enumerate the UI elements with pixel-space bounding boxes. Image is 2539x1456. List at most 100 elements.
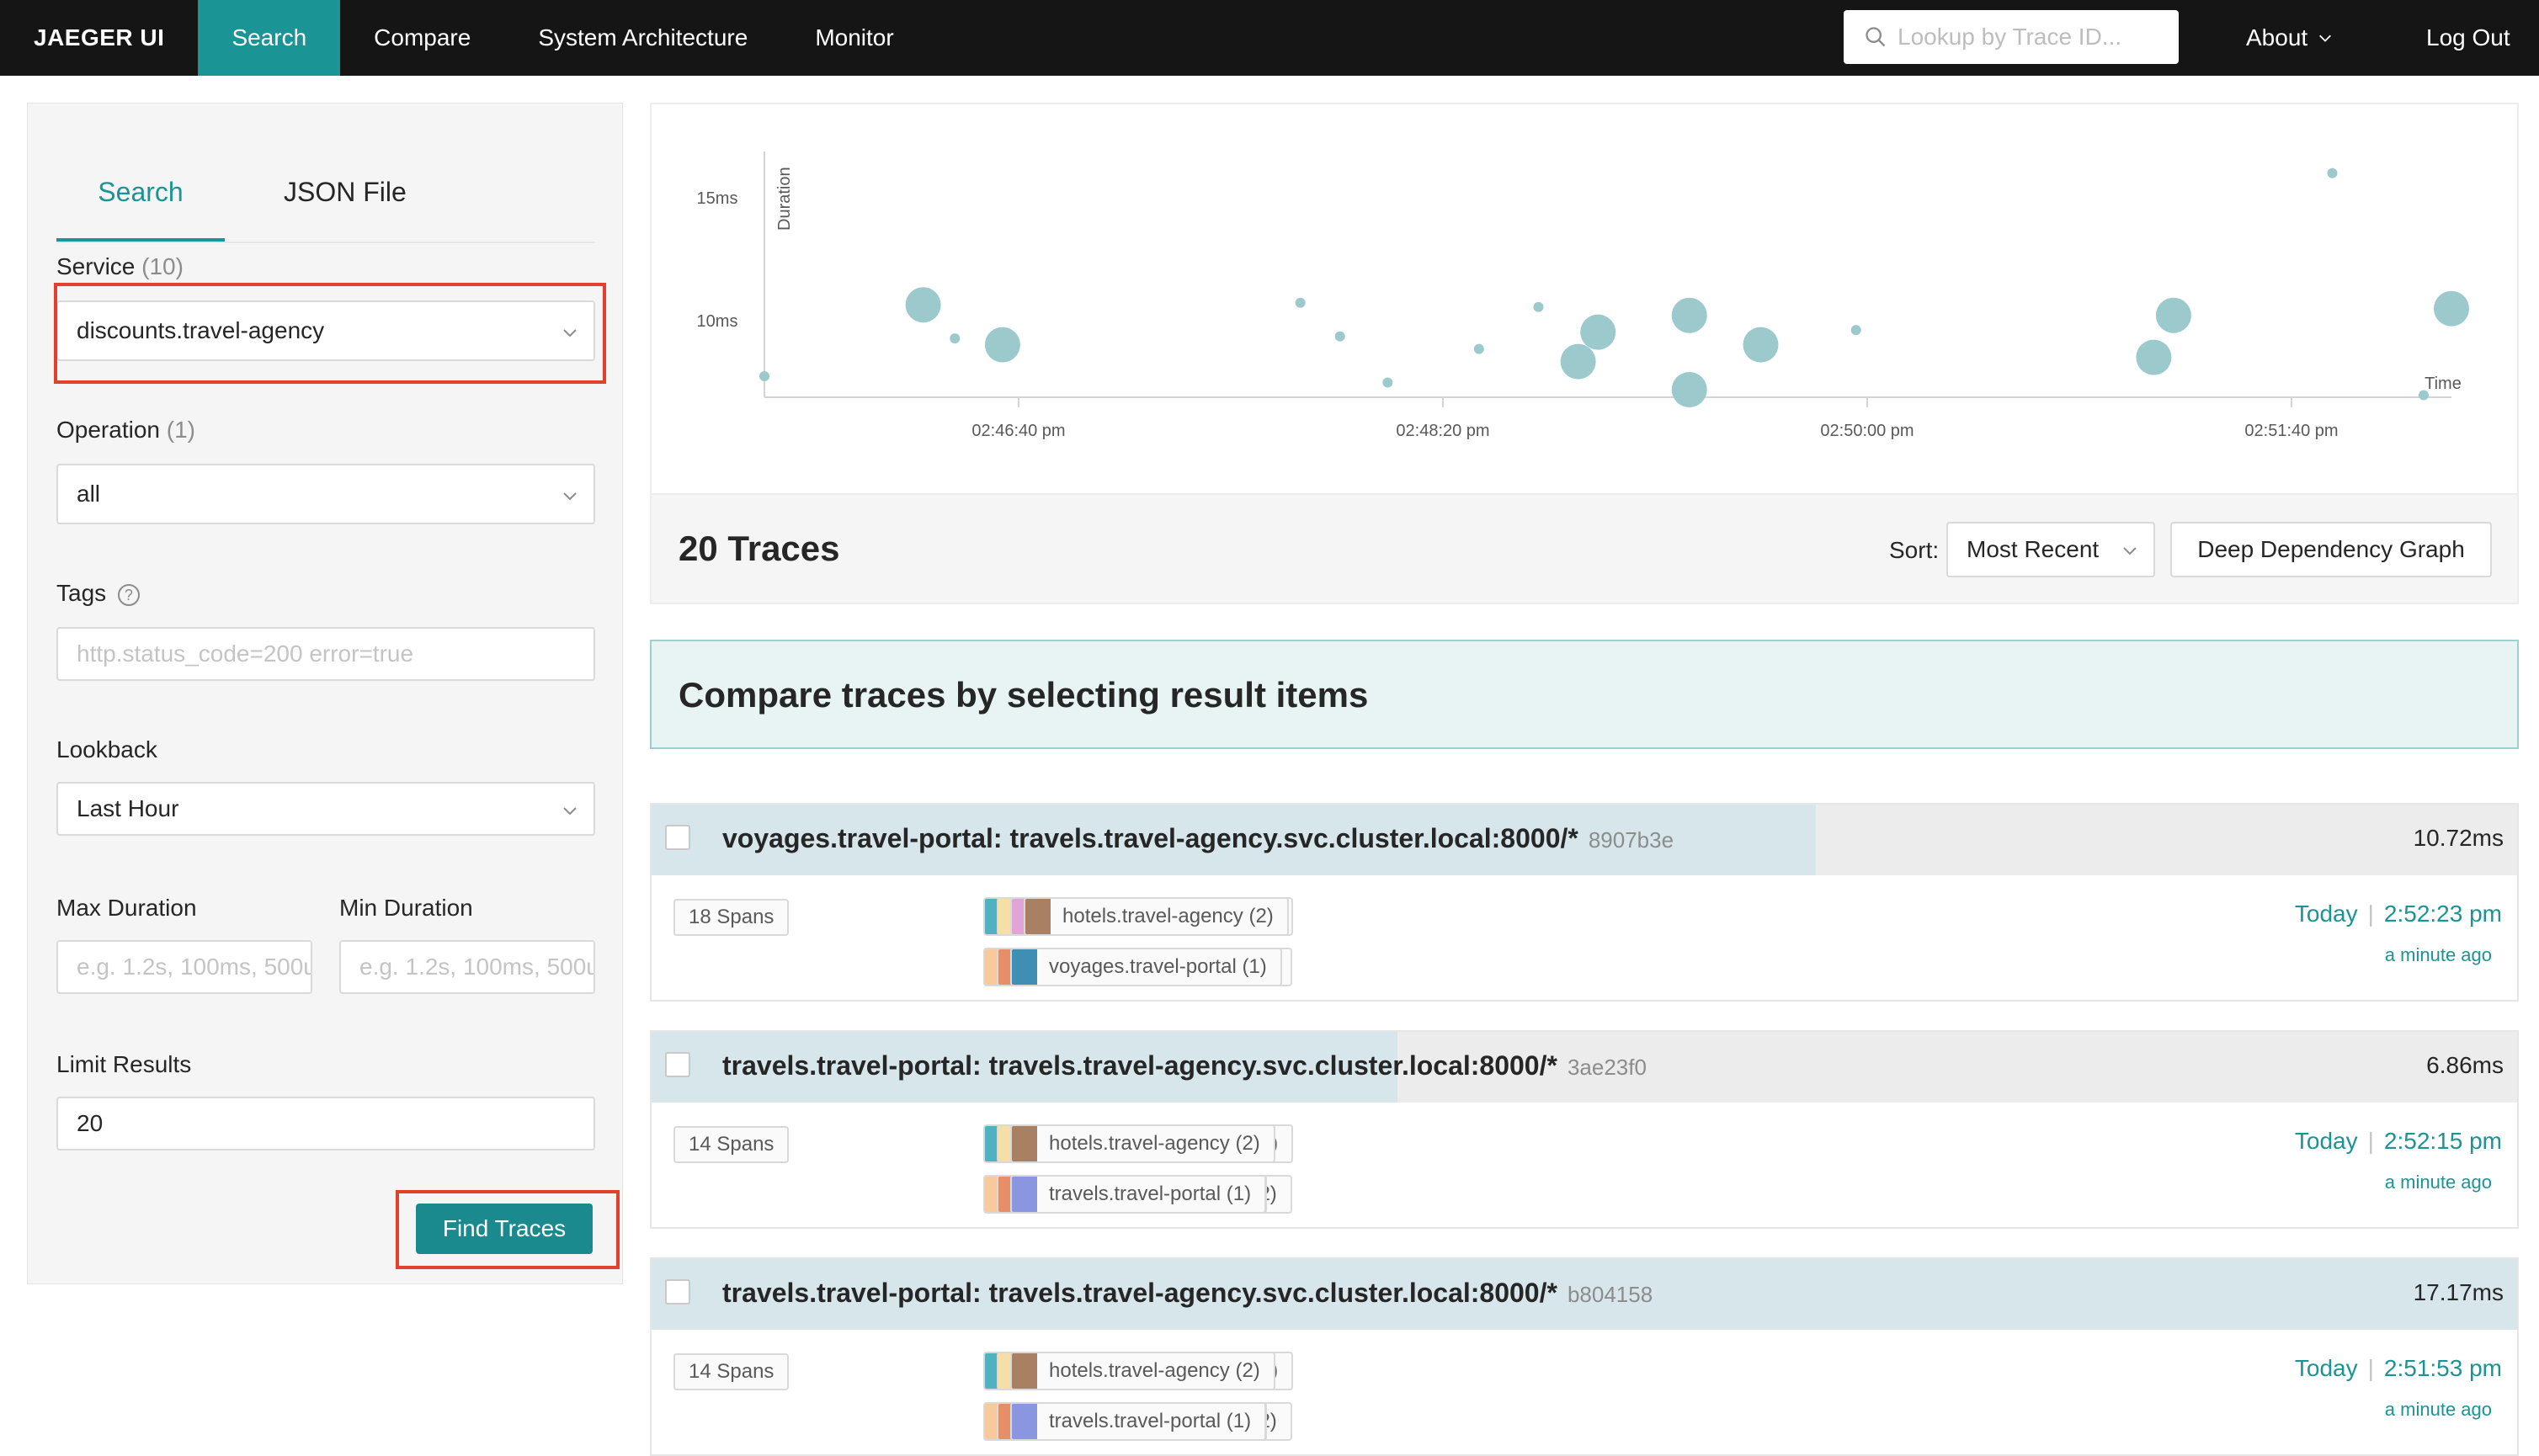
y-axis-label: Duration bbox=[775, 167, 794, 231]
scatter-point[interactable] bbox=[2155, 297, 2191, 333]
trace-day: Today bbox=[2294, 1355, 2358, 1381]
max-duration-input[interactable] bbox=[56, 940, 312, 994]
trace-title[interactable]: travels.travel-portal: travels.travel-ag… bbox=[722, 1050, 1647, 1081]
trace-duration: 17.17ms bbox=[2413, 1279, 2504, 1305]
tags-input[interactable] bbox=[56, 627, 595, 681]
scatter-points bbox=[759, 167, 2469, 407]
results-header: 20 Traces Sort: Most Recent Deep Depende… bbox=[650, 495, 2519, 604]
trace-header[interactable]: travels.travel-portal: travels.travel-ag… bbox=[652, 1032, 2517, 1103]
scatter-point[interactable] bbox=[1295, 297, 1306, 308]
trace-day: Today bbox=[2294, 1128, 2358, 1154]
lookback-select[interactable]: Last Hour bbox=[56, 782, 595, 836]
min-duration-input[interactable] bbox=[339, 940, 595, 994]
scatter-point[interactable] bbox=[1671, 372, 1707, 407]
nav-search[interactable]: Search bbox=[198, 0, 341, 76]
trace-time: 2:52:23 pm bbox=[2383, 901, 2502, 927]
trace-select-checkbox[interactable] bbox=[665, 825, 690, 850]
chevron-down-icon bbox=[563, 807, 577, 816]
scatter-point[interactable] bbox=[1382, 377, 1393, 388]
divider: | bbox=[2367, 1128, 2374, 1154]
x-tick-label: 02:48:20 pm bbox=[1396, 422, 1489, 440]
chevron-down-icon bbox=[563, 492, 577, 501]
scatter-point[interactable] bbox=[2419, 390, 2429, 401]
service-label: Service (10) bbox=[56, 253, 184, 279]
trace-select-checkbox[interactable] bbox=[665, 1052, 690, 1077]
operation-select[interactable]: all bbox=[56, 464, 595, 524]
trace-id-lookup[interactable] bbox=[1844, 10, 2179, 64]
nav-compare[interactable]: Compare bbox=[374, 24, 471, 50]
service-tag: voyages.travel-portal (1) bbox=[1010, 948, 1282, 986]
operation-count: (1) bbox=[166, 417, 195, 443]
operation-label: Operation (1) bbox=[56, 417, 195, 443]
scatter-point[interactable] bbox=[1580, 314, 1616, 350]
scatter-point[interactable] bbox=[1743, 327, 1779, 363]
trace-item[interactable]: voyages.travel-portal: travels.travel-ag… bbox=[650, 803, 2519, 1002]
help-icon[interactable]: ? bbox=[117, 583, 140, 606]
logout-link[interactable]: Log Out bbox=[2426, 24, 2510, 50]
service-select[interactable]: discounts.travel-agency bbox=[56, 300, 595, 361]
lookback-label: Lookback bbox=[56, 736, 157, 763]
service-tag: travels.travel-portal (1) bbox=[1010, 1175, 1267, 1214]
trace-day: Today bbox=[2294, 901, 2358, 927]
deep-dependency-graph-button[interactable]: Deep Dependency Graph bbox=[2170, 522, 2492, 577]
trace-time: 2:51:53 pm bbox=[2383, 1355, 2502, 1381]
tab-json-file[interactable]: JSON File bbox=[284, 177, 407, 207]
scatter-point[interactable] bbox=[1560, 343, 1596, 380]
compare-banner-text: Compare traces by selecting result items bbox=[679, 675, 1369, 715]
trace-id: 3ae23f0 bbox=[1567, 1055, 1647, 1080]
find-traces-button[interactable]: Find Traces bbox=[416, 1204, 593, 1254]
trace-title[interactable]: voyages.travel-portal: travels.travel-ag… bbox=[722, 823, 1674, 854]
y-tick-label: 15ms bbox=[697, 189, 738, 208]
service-tag: hotels.travel-agency (2) bbox=[1010, 1124, 1275, 1163]
scatter-point[interactable] bbox=[905, 287, 941, 323]
scatter-point[interactable] bbox=[1533, 301, 1544, 312]
scatter-point[interactable] bbox=[1850, 325, 1861, 336]
trace-select-checkbox[interactable] bbox=[665, 1279, 690, 1305]
service-color-swatch bbox=[1012, 949, 1037, 985]
service-color-swatch bbox=[1012, 1126, 1037, 1161]
operation-value: all bbox=[77, 481, 101, 507]
trace-item[interactable]: travels.travel-portal: travels.travel-ag… bbox=[650, 1030, 2519, 1229]
trace-item[interactable]: travels.travel-portal: travels.travel-ag… bbox=[650, 1257, 2519, 1456]
service-value: discounts.travel-agency bbox=[77, 317, 325, 343]
service-tag-label: hotels.travel-agency (2) bbox=[1062, 905, 1274, 927]
trace-relative-time: a minute ago bbox=[2384, 1172, 2492, 1193]
scatter-point[interactable] bbox=[2434, 290, 2469, 327]
service-tag-label: travels.travel-portal (1) bbox=[1049, 1410, 1252, 1432]
trace-header[interactable]: voyages.travel-portal: travels.travel-ag… bbox=[652, 805, 2517, 875]
highlight-service-box bbox=[54, 283, 606, 384]
lookback-value: Last Hour bbox=[77, 795, 179, 821]
nav-system-architecture[interactable]: System Architecture bbox=[538, 24, 748, 50]
trace-id-input[interactable] bbox=[1898, 24, 2167, 50]
trace-title[interactable]: travels.travel-portal: travels.travel-ag… bbox=[722, 1278, 1653, 1309]
trace-start-time: Today | 2:52:23 pm bbox=[2295, 901, 2502, 927]
scatter-point[interactable] bbox=[1473, 343, 1484, 354]
span-count-badge: 14 Spans bbox=[673, 1353, 790, 1390]
trace-duration-bar bbox=[652, 805, 1816, 875]
max-duration-label: Max Duration bbox=[56, 895, 197, 921]
service-tag: hotels.travel-agency (2) bbox=[1024, 897, 1289, 936]
min-duration-label: Min Duration bbox=[339, 895, 473, 921]
scatter-point[interactable] bbox=[759, 371, 769, 381]
about-menu[interactable]: About bbox=[2246, 0, 2333, 76]
service-tag-label: voyages.travel-portal (1) bbox=[1049, 955, 1267, 978]
scatter-point[interactable] bbox=[1334, 331, 1345, 342]
limit-results-input[interactable] bbox=[56, 1097, 595, 1150]
scatter-point[interactable] bbox=[2136, 339, 2172, 375]
search-tabs: Search JSON File bbox=[56, 146, 595, 243]
trace-header[interactable]: travels.travel-portal: travels.travel-ag… bbox=[652, 1259, 2517, 1330]
scatter-point[interactable] bbox=[2327, 167, 2338, 178]
tab-search[interactable]: Search bbox=[56, 146, 225, 242]
brand-logo[interactable]: JAEGER UI bbox=[34, 24, 165, 50]
trace-start-time: Today | 2:52:15 pm bbox=[2295, 1128, 2502, 1155]
sort-select[interactable]: Most Recent bbox=[1946, 522, 2155, 577]
trace-duration: 6.86ms bbox=[2426, 1052, 2504, 1078]
span-count-badge: 18 Spans bbox=[673, 899, 790, 936]
trace-time: 2:52:15 pm bbox=[2383, 1128, 2502, 1154]
x-tick-label: 02:51:40 pm bbox=[2244, 422, 2338, 440]
nav-monitor[interactable]: Monitor bbox=[815, 24, 894, 50]
scatter-point[interactable] bbox=[1671, 297, 1707, 333]
scatter-point[interactable] bbox=[950, 333, 961, 344]
trace-title-text: travels.travel-portal: travels.travel-ag… bbox=[722, 1050, 1557, 1081]
scatter-point[interactable] bbox=[984, 327, 1020, 363]
